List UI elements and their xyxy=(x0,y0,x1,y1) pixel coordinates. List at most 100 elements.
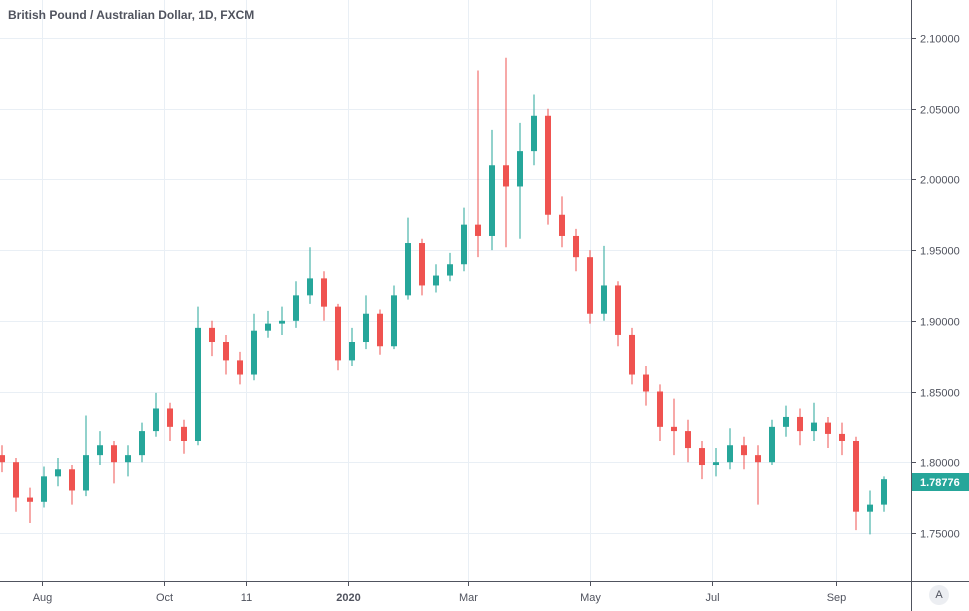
candle xyxy=(125,445,131,477)
candle xyxy=(447,252,453,282)
candle xyxy=(769,419,775,466)
candle-body xyxy=(727,445,733,463)
candle xyxy=(335,303,341,371)
candle xyxy=(545,108,551,225)
candle-body xyxy=(559,214,565,236)
x-tick-label: 11 xyxy=(241,592,252,604)
candle-body xyxy=(433,275,439,286)
candle xyxy=(601,245,607,321)
candle xyxy=(755,445,761,505)
x-tick-label: 2020 xyxy=(336,592,360,604)
candle xyxy=(461,207,467,272)
time-axis[interactable]: Aug Oct 11 2020 Mar May Jul Sep xyxy=(33,581,847,604)
x-tick-label: Aug xyxy=(33,592,53,604)
last-price-badge xyxy=(912,473,969,491)
candle-body xyxy=(685,431,691,449)
candle-body xyxy=(83,455,89,491)
candle xyxy=(209,320,215,357)
candle xyxy=(475,70,481,258)
candle xyxy=(251,313,257,381)
x-tick-label: Jul xyxy=(705,592,719,604)
candle-body xyxy=(391,295,397,347)
candle xyxy=(13,457,19,512)
candle xyxy=(321,271,327,321)
candle-body xyxy=(13,462,19,498)
candle xyxy=(97,431,103,466)
candle xyxy=(573,228,579,272)
candle xyxy=(419,238,425,296)
chart-title: British Pound / Australian Dollar, 1D, F… xyxy=(8,8,255,22)
candle-body xyxy=(167,408,173,427)
candle xyxy=(363,295,369,350)
candle xyxy=(307,247,313,304)
candle-body xyxy=(615,285,621,335)
candle-body xyxy=(139,431,145,456)
candle-body xyxy=(377,313,383,347)
candle-body xyxy=(335,306,341,361)
candle xyxy=(27,487,33,524)
candle xyxy=(615,281,621,347)
candle xyxy=(783,405,789,437)
y-tick-label: 1.80000 xyxy=(920,458,960,470)
x-tick-label: Sep xyxy=(827,592,847,604)
candle-body xyxy=(811,422,817,432)
candle xyxy=(825,416,831,449)
candle xyxy=(83,415,89,497)
candle-body xyxy=(545,115,551,215)
x-tick-label: Mar xyxy=(459,592,478,604)
last-price-label: 1.78776 xyxy=(912,473,969,491)
candle xyxy=(195,306,201,446)
candle xyxy=(489,129,495,251)
price-axis[interactable]: 2.10000 2.05000 2.00000 1.95000 1.90000 1.850… xyxy=(911,34,960,541)
grid xyxy=(0,0,911,581)
candle-body xyxy=(27,497,33,502)
candle-body xyxy=(461,224,467,265)
candle-body xyxy=(153,408,159,432)
candle xyxy=(853,436,859,531)
candle xyxy=(293,281,299,328)
candle-body xyxy=(447,264,453,276)
candle xyxy=(223,334,229,375)
candle-body xyxy=(643,374,649,392)
y-tick-label: 1.75000 xyxy=(920,529,960,541)
candle xyxy=(839,422,845,456)
candle xyxy=(0,445,5,473)
candle-body xyxy=(503,165,509,187)
candle xyxy=(643,366,649,406)
candle-body xyxy=(671,426,677,432)
candle xyxy=(237,351,243,385)
candle-body xyxy=(797,416,803,432)
candle-body xyxy=(223,342,229,361)
candle xyxy=(713,448,719,477)
candle-body xyxy=(475,224,481,236)
candle-body xyxy=(97,445,103,456)
candle-body xyxy=(601,285,607,314)
candle xyxy=(55,457,61,487)
candle-body xyxy=(489,165,495,236)
candle-body xyxy=(531,115,537,152)
candle xyxy=(503,57,509,248)
candle-body xyxy=(293,295,299,321)
candle xyxy=(391,285,397,350)
candle xyxy=(867,490,873,535)
candle xyxy=(811,402,817,441)
candle-body xyxy=(783,416,789,427)
candle xyxy=(349,327,355,367)
candle xyxy=(881,476,887,512)
candles xyxy=(0,57,887,535)
candle xyxy=(629,327,635,385)
x-tick-label: Oct xyxy=(156,592,173,604)
candle xyxy=(153,392,159,437)
candle xyxy=(181,419,187,454)
y-tick-label: 1.85000 xyxy=(920,388,960,400)
candle-body xyxy=(349,342,355,361)
candle-body xyxy=(419,243,425,286)
candle-body xyxy=(195,327,201,441)
auto-scale-button[interactable]: A xyxy=(929,585,949,605)
candle-body xyxy=(881,479,887,505)
candle xyxy=(699,440,705,480)
candle-body xyxy=(867,504,873,512)
last-price-text: 1.78776 xyxy=(920,477,960,489)
candle xyxy=(265,310,271,338)
